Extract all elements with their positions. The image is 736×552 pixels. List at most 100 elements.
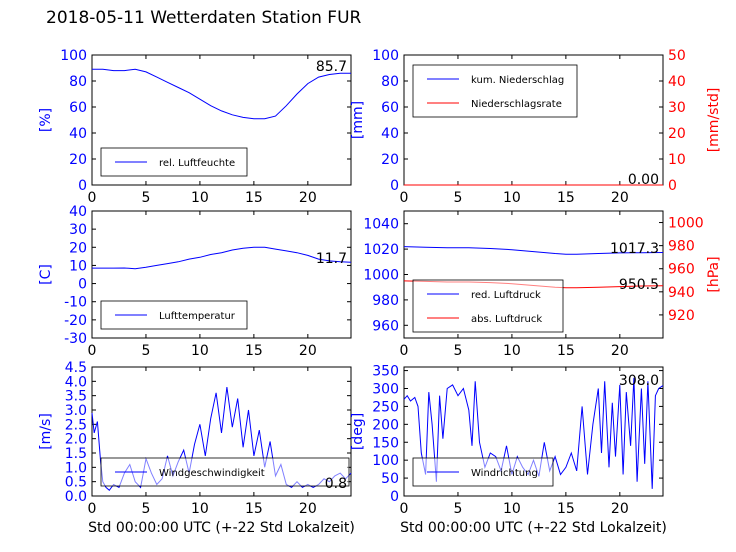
y-axis-label: [mm] [350, 101, 366, 139]
legend-label: red. Luftdruck [471, 290, 541, 301]
x-tick-label: 15 [557, 501, 575, 517]
legend: kum. Niederschlag Niederschlagsrate [412, 64, 578, 118]
value-annotation: 11.7 [316, 251, 347, 267]
y-tick-label: 960 [372, 318, 399, 334]
y-tick-right-label: 940 [668, 285, 695, 301]
y-axis-label: [m/s] [38, 413, 54, 450]
x-tick-label: 5 [141, 343, 150, 359]
legend: Lufttemperatur [100, 300, 248, 330]
y-tick-right-label: 20 [668, 126, 686, 142]
plot-pressure: 0 5 10 15 20 960 980 1000 1020 1040 920 940 960 980 10… [363, 210, 722, 359]
x-tick-label: 20 [299, 190, 317, 206]
y-tick-label: 1.5 [65, 446, 87, 462]
x-tick-label: 15 [245, 501, 263, 517]
legend: Windgeschwindigkeit [100, 457, 350, 487]
value-annotation: 1017.3 [610, 241, 659, 257]
y-axis-label-right: [mm/std] [706, 88, 722, 153]
y-tick-label: 60 [69, 100, 87, 116]
x-tick-label: 15 [557, 343, 575, 359]
y-tick-label: 350 [372, 364, 399, 380]
y-tick-label: -20 [64, 313, 87, 329]
y-tick-label: 20 [381, 152, 399, 168]
y-axis-label: [%] [38, 108, 54, 132]
y-tick-right-label: 920 [668, 308, 695, 324]
y-tick-right-label: 50 [668, 48, 686, 64]
y-tick-label: 0 [390, 178, 399, 194]
y-axis-label: [deg] [350, 413, 366, 450]
x-tick-label: 15 [245, 190, 263, 206]
x-tick-label: 5 [453, 190, 462, 206]
legend-box [412, 64, 578, 118]
y-tick-label: 4.5 [65, 360, 87, 376]
plot-windspeed: 0 5 10 15 20 0.00.51.01.52.02.53.03.54.04.5 [m… [38, 360, 355, 536]
series-line [403, 246, 664, 255]
y-tick-label: 2.0 [65, 432, 87, 448]
y-tick-label: 10 [69, 258, 87, 274]
y-tick-label: 3.5 [65, 389, 87, 405]
y-tick-label: 80 [381, 74, 399, 90]
x-axis-label: Std 00:00:00 UTC (+-22 Std Lokalzeit) [88, 520, 355, 536]
x-tick-label: 5 [453, 343, 462, 359]
y-tick-label: 40 [69, 204, 87, 220]
legend-box [412, 279, 564, 333]
y-tick-label: -30 [64, 331, 87, 347]
y-tick-label: 0.5 [65, 475, 87, 491]
x-tick-label: 0 [400, 190, 409, 206]
legend: rel. Luftfeuchte [100, 147, 248, 177]
y-tick-label: 100 [60, 48, 87, 64]
legend: Windrichtung [412, 457, 554, 487]
x-tick-label: 20 [611, 501, 629, 517]
y-tick-label: 40 [69, 126, 87, 142]
x-tick-label: 15 [557, 190, 575, 206]
y-tick-right-label: 1000 [668, 216, 704, 232]
legend-label: Niederschlagsrate [471, 99, 562, 110]
legend-label: kum. Niederschlag [471, 75, 564, 86]
y-tick-label: 250 [372, 399, 399, 415]
x-tick-label: 20 [611, 343, 629, 359]
series-line [92, 246, 352, 270]
x-tick-label: 10 [503, 501, 521, 517]
x-tick-label: 10 [191, 501, 209, 517]
legend: red. Luftdruck abs. Luftdruck [412, 279, 564, 333]
y-tick-label: 20 [69, 152, 87, 168]
legend-label: Windgeschwindigkeit [159, 468, 265, 479]
y-tick-label: 80 [69, 74, 87, 90]
y-tick-label: 60 [381, 100, 399, 116]
plot-humidity: 0 5 10 15 20 0 20 40 60 80 100 [%] rel. Luftfeuchte 8… [38, 48, 352, 206]
x-tick-label: 0 [400, 343, 409, 359]
y-tick-label: 2.5 [65, 417, 87, 433]
value-annotation: 0.8 [325, 476, 347, 492]
value-annotation: 0.00 [628, 172, 659, 188]
y-tick-label: 3.0 [65, 403, 87, 419]
x-tick-label: 5 [453, 501, 462, 517]
y-tick-label: 300 [372, 382, 399, 398]
y-tick-label: 1000 [363, 268, 399, 284]
x-tick-label: 20 [611, 190, 629, 206]
y-tick-right-label: 10 [668, 152, 686, 168]
x-tick-label: 0 [88, 501, 97, 517]
x-tick-label: 15 [245, 343, 263, 359]
y-tick-right-label: 960 [668, 262, 695, 278]
y-axis-label-right: [hPa] [706, 256, 722, 292]
y-tick-label: 40 [381, 126, 399, 142]
y-tick-label: 0 [390, 489, 399, 505]
x-tick-label: 10 [191, 190, 209, 206]
legend-label: Windrichtung [471, 468, 538, 479]
y-tick-label: 30 [69, 222, 87, 238]
x-tick-label: 0 [88, 190, 97, 206]
x-tick-label: 0 [88, 343, 97, 359]
y-tick-right-label: 40 [668, 74, 686, 90]
x-tick-label: 10 [503, 343, 521, 359]
x-axis-label: Std 00:00:00 UTC (+-22 Std Lokalzeit) [400, 520, 667, 536]
legend-label: rel. Luftfeuchte [159, 158, 235, 169]
x-tick-label: 10 [503, 190, 521, 206]
x-tick-label: 5 [141, 501, 150, 517]
y-tick-label: 100 [372, 48, 399, 64]
y-tick-label: 200 [372, 417, 399, 433]
y-tick-label: 50 [381, 471, 399, 487]
y-tick-label: 1020 [363, 242, 399, 258]
y-tick-right-label: 0 [668, 178, 677, 194]
y-tick-label: 4.0 [65, 374, 87, 390]
y-tick-right-label: 980 [668, 239, 695, 255]
